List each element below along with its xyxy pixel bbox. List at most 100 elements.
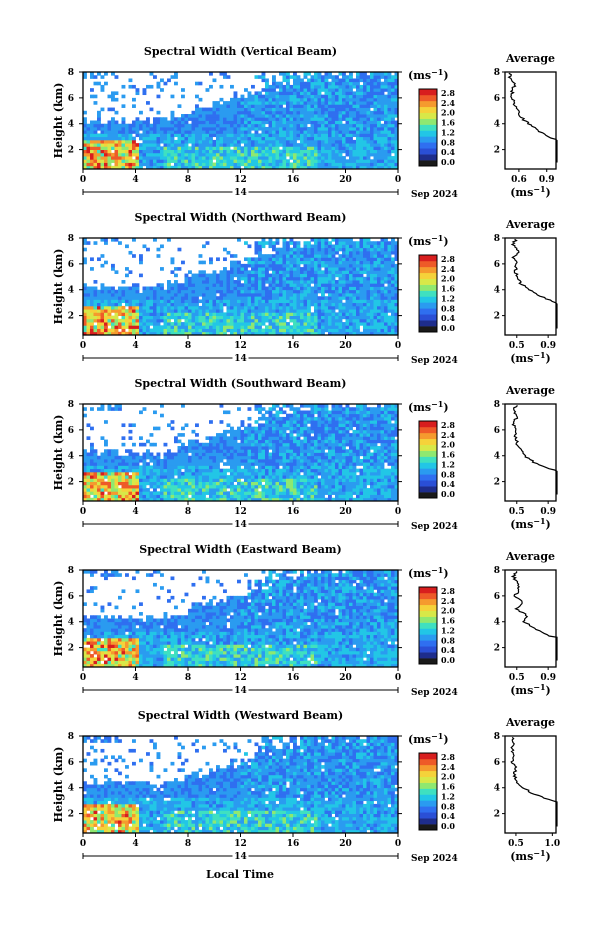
heatmap-cell (139, 475, 143, 479)
heatmap-cell (296, 165, 301, 170)
heatmap-cell (268, 162, 273, 167)
heatmap-cell (160, 123, 164, 128)
heatmap-cell (177, 494, 182, 499)
heatmap-cell (107, 315, 112, 320)
heatmap-cell (86, 302, 91, 307)
heatmap-cell (128, 478, 133, 482)
heatmap-cell (279, 292, 283, 297)
heatmap-cell (310, 146, 315, 150)
colorbar-segment (419, 118, 437, 125)
heatmap-cell (279, 247, 283, 252)
heatmap-cell (90, 426, 94, 431)
heatmap-cell (107, 475, 112, 479)
heatmap-cell (342, 110, 346, 115)
heatmap-cell (251, 296, 255, 300)
heatmap-cell (314, 260, 318, 265)
heatmap-cell (331, 328, 336, 333)
heatmap-cell (261, 72, 266, 76)
heatmap-cell (188, 130, 192, 134)
heatmap-cell (335, 312, 339, 316)
heatmap-cell (349, 162, 353, 167)
heatmap-cell (366, 325, 371, 329)
heatmap-cell (342, 305, 346, 310)
heatmap-cell (359, 305, 364, 310)
heatmap-cell (356, 257, 360, 262)
heatmap-cell (328, 283, 332, 287)
heatmap-cell (212, 139, 217, 144)
heatmap-cell (83, 331, 87, 336)
heatmap-cell (352, 81, 357, 86)
heatmap-cell (216, 436, 220, 440)
heatmap-cell (83, 413, 87, 418)
heatmap-cell (223, 328, 227, 333)
heatmap-cell (272, 110, 276, 115)
heatmap-cell (170, 120, 175, 125)
heatmap-cell (139, 126, 143, 131)
heatmap-cell (212, 78, 217, 83)
heatmap-cell (289, 247, 294, 252)
heatmap-cell (153, 130, 157, 134)
heatmap-cell (93, 312, 98, 316)
heatmap-cell (212, 328, 217, 333)
heatmap-cell (268, 120, 273, 125)
heatmap-cell (317, 273, 322, 278)
heatmap-cell (219, 136, 224, 141)
heatmap-cell (104, 149, 108, 154)
heatmap-cell (391, 126, 395, 131)
heatmap-cell (93, 458, 98, 463)
heatmap-cell (254, 322, 259, 326)
heatmap-cell (121, 286, 126, 291)
heatmap-cell (121, 159, 126, 163)
heatmap-cell (377, 104, 381, 108)
heatmap-cell (286, 146, 290, 150)
heatmap-cell (170, 494, 175, 499)
heatmap-cell (370, 318, 374, 323)
heatmap-cell (219, 104, 224, 108)
heatmap-cell (174, 75, 178, 79)
heatmap-cell (149, 468, 154, 473)
heatmap-cell (230, 273, 234, 278)
heatmap-cell (272, 101, 276, 105)
heatmap-cell (191, 484, 196, 489)
heatmap-cell (328, 273, 332, 278)
heatmap-cell (279, 165, 283, 170)
heatmap-cell (195, 497, 199, 502)
heatmap-cell (118, 325, 122, 329)
heatmap-cell (352, 84, 357, 89)
heatmap-cell (244, 331, 248, 336)
heatmap-cell (240, 149, 245, 154)
heatmap-cell (321, 120, 325, 125)
heatmap-cell (226, 315, 231, 320)
heatmap-cell (202, 270, 206, 274)
heatmap-cell (184, 468, 189, 473)
heatmap-cell (244, 241, 248, 245)
heatmap-cell (359, 257, 364, 262)
heatmap-cell (366, 94, 371, 99)
heatmap-cell (216, 296, 220, 300)
heatmap-cell (149, 123, 154, 128)
heatmap-cell (93, 302, 98, 307)
heatmap-cell (86, 149, 91, 154)
heatmap-cell (321, 263, 325, 268)
heatmap-cell (275, 238, 280, 242)
heatmap-cell (184, 130, 189, 134)
heatmap-cell (188, 270, 192, 274)
heatmap-cell (265, 88, 269, 92)
heatmap-cell (268, 292, 273, 297)
heatmap-cell (177, 331, 182, 336)
heatmap-cell (83, 289, 87, 294)
heatmap-cell (188, 442, 192, 447)
colorbar-segment (419, 94, 437, 102)
heatmap-cell (198, 273, 203, 278)
heatmap-cell (268, 305, 273, 310)
heatmap-cell (307, 247, 311, 252)
heatmap-cell (251, 107, 255, 112)
heatmap-cell (184, 276, 189, 281)
heatmap-cell (321, 104, 325, 108)
heatmap-cell (181, 446, 185, 450)
heatmap-cell (377, 267, 381, 271)
heatmap-cell (233, 322, 238, 326)
colorbar-segment (419, 154, 437, 161)
heatmap-cell (254, 133, 259, 138)
heatmap-cell (146, 494, 150, 499)
